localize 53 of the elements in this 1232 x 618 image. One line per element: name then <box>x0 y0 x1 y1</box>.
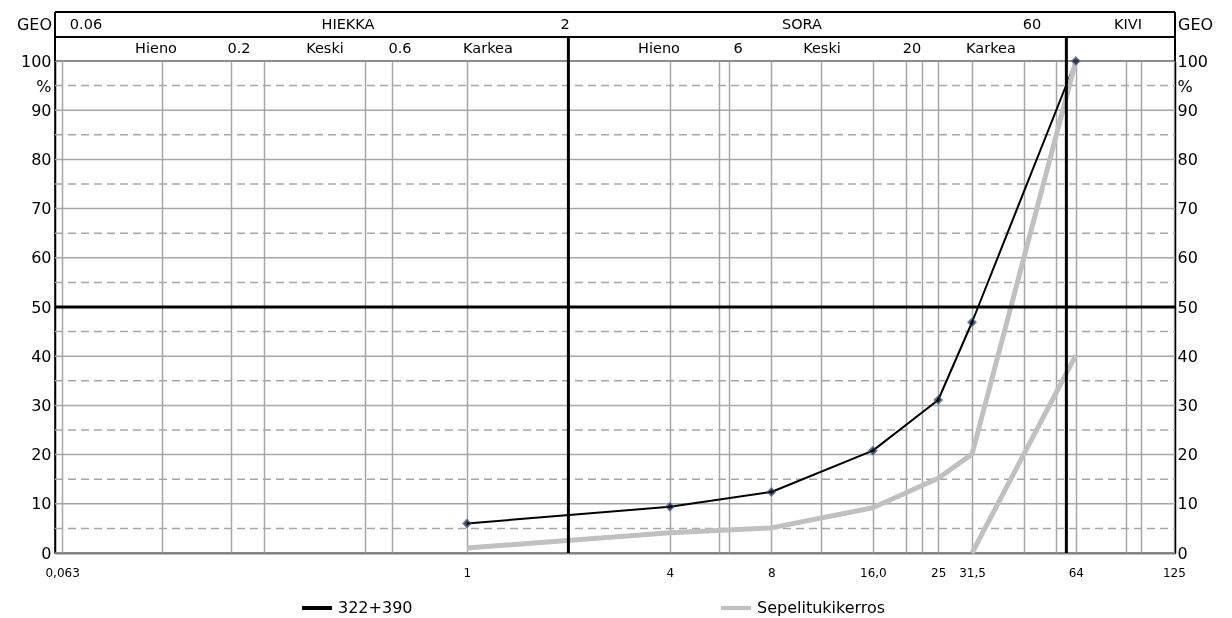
y-axis-title: % <box>36 76 52 96</box>
y-tick-label: 70 <box>31 199 52 219</box>
text: 20 <box>902 40 922 56</box>
x-tick-label: 64 <box>1068 565 1084 580</box>
x-tick-label: 0,063 <box>45 565 80 580</box>
y2-tick-label: 30 <box>1177 395 1198 415</box>
y-tick-label: 0 <box>41 543 52 563</box>
text: HIEKKA <box>321 16 375 32</box>
text: GEO <box>1178 15 1214 34</box>
text: GEO <box>16 15 52 34</box>
y2-tick-label: 100 <box>1177 51 1209 71</box>
y-tick-label: 100 <box>20 51 52 71</box>
x-tick-label: 16,0 <box>859 565 887 580</box>
y2-tick-label: 20 <box>1177 445 1198 465</box>
y2-tick-label: 10 <box>1177 494 1198 514</box>
y-tick-label: 50 <box>31 297 52 317</box>
y-tick-label: 10 <box>31 494 52 514</box>
y-tick-label: 20 <box>31 445 52 465</box>
text: 0.6 <box>388 40 412 56</box>
text: Keski <box>803 40 841 56</box>
x-tick-label: 125 <box>1162 565 1186 580</box>
text: Karkea <box>463 40 513 56</box>
text: KIVI <box>1114 16 1142 32</box>
y2-tick-label: 50 <box>1177 297 1198 317</box>
text: Hieno <box>135 40 178 56</box>
text: SORA <box>781 16 823 32</box>
y-tick-label: 90 <box>31 100 52 120</box>
y2-tick-label: 70 <box>1177 199 1198 219</box>
text: Keski <box>306 40 344 56</box>
y2-axis-title: % <box>1177 76 1193 96</box>
text: 2 <box>560 16 570 32</box>
legend-label: 322+390 <box>338 598 413 617</box>
y2-tick-label: 0 <box>1177 543 1188 563</box>
y-tick-label: 80 <box>31 149 52 169</box>
y2-tick-label: 40 <box>1177 346 1198 366</box>
text: 0.06 <box>69 16 103 32</box>
x-tick-label: 31,5 <box>959 565 986 580</box>
text: 60 <box>1022 16 1042 32</box>
y2-tick-label: 80 <box>1177 149 1198 169</box>
y-tick-label: 60 <box>31 248 52 268</box>
x-tick-label: 1 <box>463 565 472 580</box>
y2-tick-label: 60 <box>1177 248 1198 268</box>
y-tick-label: 40 <box>31 346 52 366</box>
x-tick-label: 8 <box>768 565 776 580</box>
text: Hieno <box>638 40 681 56</box>
text: Karkea <box>966 40 1016 56</box>
y-tick-label: 30 <box>31 395 52 415</box>
x-tick-label: 25 <box>931 565 947 580</box>
legend-label: Sepelitukikerros <box>757 598 886 617</box>
x-tick-label: 4 <box>666 565 675 580</box>
y2-tick-label: 90 <box>1177 100 1198 120</box>
text: 6 <box>733 40 743 56</box>
text: 0.2 <box>227 40 251 56</box>
